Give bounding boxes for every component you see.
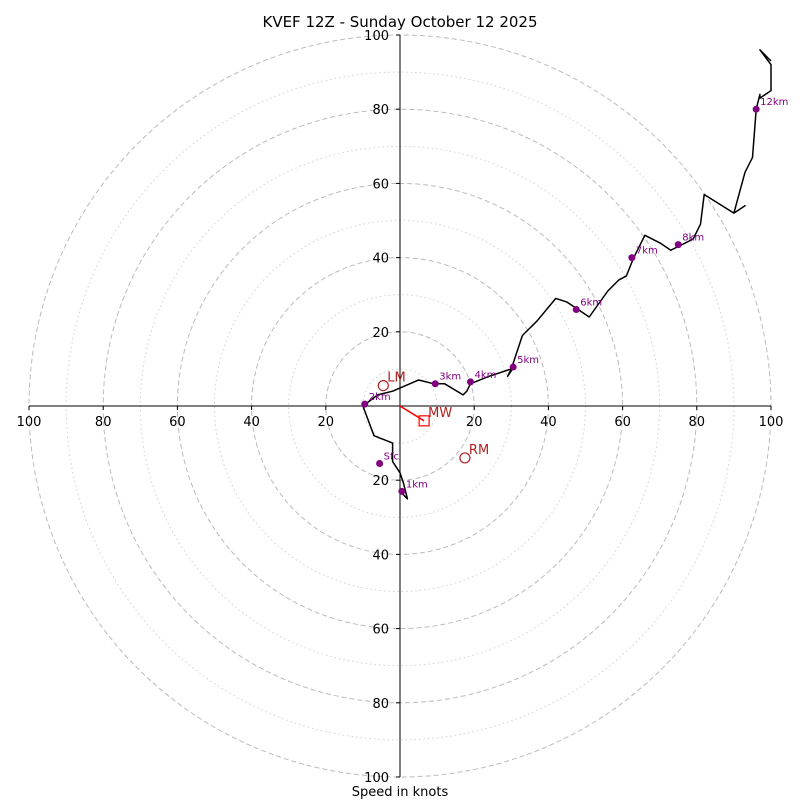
height-marker-8km xyxy=(674,241,682,249)
y-tick-label: 60 xyxy=(372,623,389,638)
height-label-4km: 4km xyxy=(474,370,496,381)
y-tick-label: 100 xyxy=(364,771,389,786)
storm-label-rm: RM xyxy=(469,443,489,458)
height-marker-2km xyxy=(361,400,369,408)
x-tick-label: 100 xyxy=(17,415,42,430)
height-label-2km: 2km xyxy=(369,392,391,403)
x-tick-label: 40 xyxy=(243,415,260,430)
x-tick-label: 100 xyxy=(759,415,784,430)
storm-marker-lm xyxy=(377,379,389,392)
height-label-8km: 8km xyxy=(682,233,704,244)
x-tick-label: 40 xyxy=(540,415,557,430)
mean-wind-vector xyxy=(399,405,425,422)
height-label-6km: 6km xyxy=(580,298,602,309)
height-marker-5km xyxy=(509,363,517,371)
x-tick-label: 60 xyxy=(614,415,631,430)
height-label-sfc: Sfc xyxy=(384,452,399,463)
height-marker-12km xyxy=(752,105,760,113)
storm-marker-rm xyxy=(459,452,471,464)
chart-title: KVEF 12Z - Sunday October 12 2025 xyxy=(262,13,537,31)
x-axis-label: Speed in knots xyxy=(352,785,449,800)
wind-profile-line xyxy=(362,49,772,500)
storm-label-mw: MW xyxy=(428,406,452,421)
y-tick-label: 20 xyxy=(372,474,389,489)
height-label-5km: 5km xyxy=(517,355,539,366)
storm-motion-markers: LM RM MW xyxy=(377,371,489,464)
y-tick-label: 80 xyxy=(372,697,389,712)
height-markers: Sfc 1km 2km 3km 4km 5km 6km 7km 8km 12km xyxy=(361,97,788,495)
x-tick-label: 20 xyxy=(318,415,335,430)
storm-marker-mw xyxy=(418,415,430,427)
height-label-12km: 12km xyxy=(760,97,788,108)
x-tick-label: 80 xyxy=(689,415,706,430)
height-marker-6km xyxy=(572,306,580,314)
height-marker-3km xyxy=(431,380,439,388)
y-tick-label: 40 xyxy=(372,252,389,267)
storm-label-lm: LM xyxy=(387,371,405,386)
x-tick-label: 20 xyxy=(466,415,483,430)
height-marker-1km xyxy=(398,487,406,495)
y-tick-label: 40 xyxy=(372,548,389,563)
x-tick-label: 60 xyxy=(169,415,186,430)
height-label-7km: 7km xyxy=(636,246,658,257)
y-tick-label: 20 xyxy=(372,326,389,341)
height-marker-sfc xyxy=(376,460,384,468)
height-marker-4km xyxy=(466,378,474,386)
hodograph-trace xyxy=(362,49,772,500)
y-tick-label: 100 xyxy=(364,29,389,44)
height-label-3km: 3km xyxy=(439,372,461,383)
height-marker-7km xyxy=(628,254,636,262)
axes: 100 80 60 40 20 20 40 60 80 100 100 80 60 40 20 20 40 60 8… xyxy=(17,29,784,786)
y-tick-label: 60 xyxy=(372,177,389,192)
x-tick-label: 80 xyxy=(95,415,112,430)
y-tick-label: 80 xyxy=(372,103,389,118)
height-label-1km: 1km xyxy=(406,479,428,490)
